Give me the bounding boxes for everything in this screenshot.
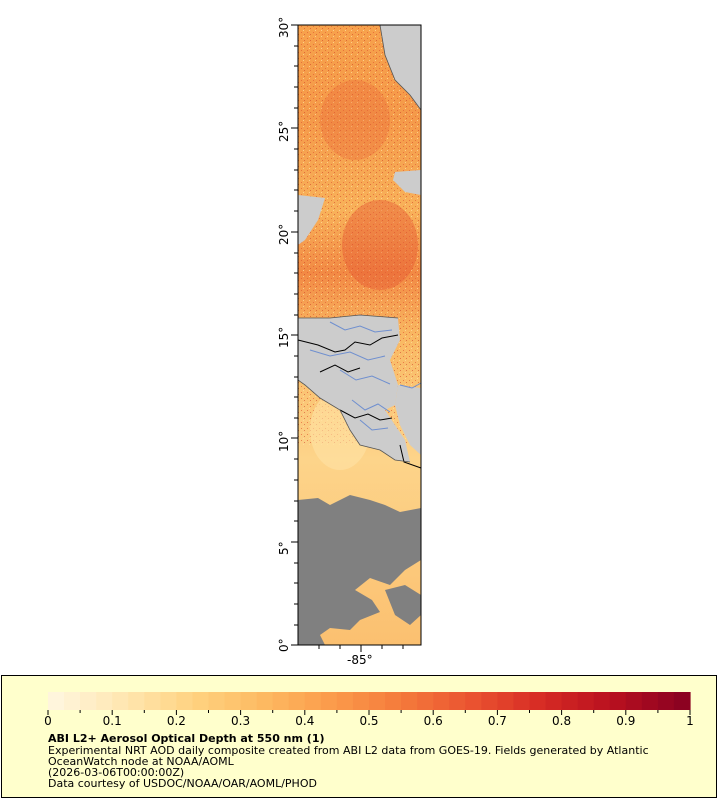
high-aod-patch [342, 200, 418, 290]
colorbar [47, 692, 691, 715]
colorbar-swatch [352, 692, 370, 710]
colorbar-tick-label: 0.2 [166, 714, 186, 728]
colorbar-swatch [112, 692, 129, 710]
colorbar-tick-label: 0.1 [102, 714, 122, 728]
colorbar-swatch [369, 692, 386, 710]
land-west [298, 195, 325, 245]
colorbar-swatch [417, 692, 434, 710]
colorbar-swatch [465, 692, 482, 710]
colorbar-tick-label: 0 [44, 714, 52, 728]
colorbar-swatch [304, 692, 322, 710]
colorbar-tick-label: 0.3 [231, 714, 251, 728]
colorbar-swatch [96, 692, 113, 710]
lat-label-25: 25° [277, 120, 291, 142]
lat-label-10: 10° [277, 430, 291, 452]
rivers [309, 321, 422, 431]
colorbar-swatch [336, 692, 354, 710]
colorbar-swatch [320, 692, 338, 710]
colorbar-tick-label: 0.7 [487, 714, 507, 728]
legend-panel: 0 0.1 0.2 0.3 0.4 0.5 0.6 0.7 0.8 0.9 1 ABI L2+ Ae… [1, 675, 717, 798]
land-peninsula [393, 170, 421, 195]
colorbar-tick-label: 1 [686, 714, 694, 728]
colorbar-swatch [577, 692, 595, 710]
colorbar-swatch [288, 692, 306, 710]
lat-label-30: 30° [277, 16, 291, 38]
land-north [380, 25, 421, 110]
colorbar-swatch [449, 692, 466, 710]
aod-map[interactable] [0, 0, 720, 672]
colorbar-swatch [641, 692, 659, 710]
colorbar-swatch [64, 692, 81, 710]
legend-description-line1: Experimental NRT AOD daily composite cre… [48, 744, 649, 757]
colorbar-swatch [657, 692, 675, 710]
colorbar-swatch [256, 692, 274, 710]
lat-label-0: 0° [277, 638, 291, 652]
colorbar-tick-label: 0.8 [552, 714, 572, 728]
colorbar-swatch [208, 692, 226, 710]
lat-label-15: 15° [277, 326, 291, 348]
nodata-region [298, 495, 421, 645]
lon-label-minus85: -85° [347, 653, 373, 667]
lon-ticks [318, 645, 404, 652]
colorbar-swatch [176, 692, 194, 710]
nodata-patch [385, 585, 421, 625]
lat-label-20: 20° [277, 223, 291, 245]
colorbar-swatch [481, 692, 498, 710]
legend-description-line2: OceanWatch node at NOAA/AOML [48, 755, 234, 768]
land-east-coast [395, 385, 421, 455]
legend-credit: Data courtesy of USDOC/NOAA/OAR/AOML/PHO… [48, 777, 317, 790]
lat-label-5: 5° [277, 541, 291, 555]
colorbar-swatch [128, 692, 145, 710]
colorbar-swatch [673, 692, 691, 710]
colorbar-swatch [272, 692, 290, 710]
colorbar-tick-label: 0.4 [295, 714, 315, 728]
colorbar-swatch [160, 692, 177, 710]
map-area[interactable]: 30° 25° 20° 15° 10° 5° 0° -85° [0, 0, 720, 672]
colorbar-swatch [609, 692, 627, 710]
colorbar-tick-label: 0.9 [616, 714, 636, 728]
colorbar-swatch [433, 692, 450, 710]
colorbar-tick-label: 0.5 [359, 714, 379, 728]
coastline [297, 24, 422, 463]
colorbar-swatch [497, 692, 515, 710]
lat-ticks [291, 24, 298, 646]
legend-title: ABI L2+ Aerosol Optical Depth at 550 nm … [48, 732, 325, 745]
colorbar-swatch [545, 692, 563, 710]
colorbar-tick-label: 0.6 [423, 714, 443, 728]
colorbar-swatch [192, 692, 210, 710]
colorbar-swatch [224, 692, 242, 710]
colorbar-swatch [561, 692, 579, 710]
legend-timestamp: (2026-03-06T00:00:00Z) [48, 766, 185, 779]
colorbar-swatch [401, 692, 418, 710]
land-central-america [298, 315, 410, 462]
colorbar-swatch [48, 692, 65, 710]
colorbar-swatch [529, 692, 547, 710]
colorbar-swatch [593, 692, 611, 710]
colorbar-swatch [144, 692, 161, 710]
borders [297, 334, 422, 469]
colorbar-swatch [385, 692, 402, 710]
colorbar-swatch [625, 692, 643, 710]
colorbar-swatch [80, 692, 97, 710]
colorbar-swatch [240, 692, 258, 710]
high-aod-patch [320, 80, 390, 160]
colorbar-swatch [513, 692, 531, 710]
